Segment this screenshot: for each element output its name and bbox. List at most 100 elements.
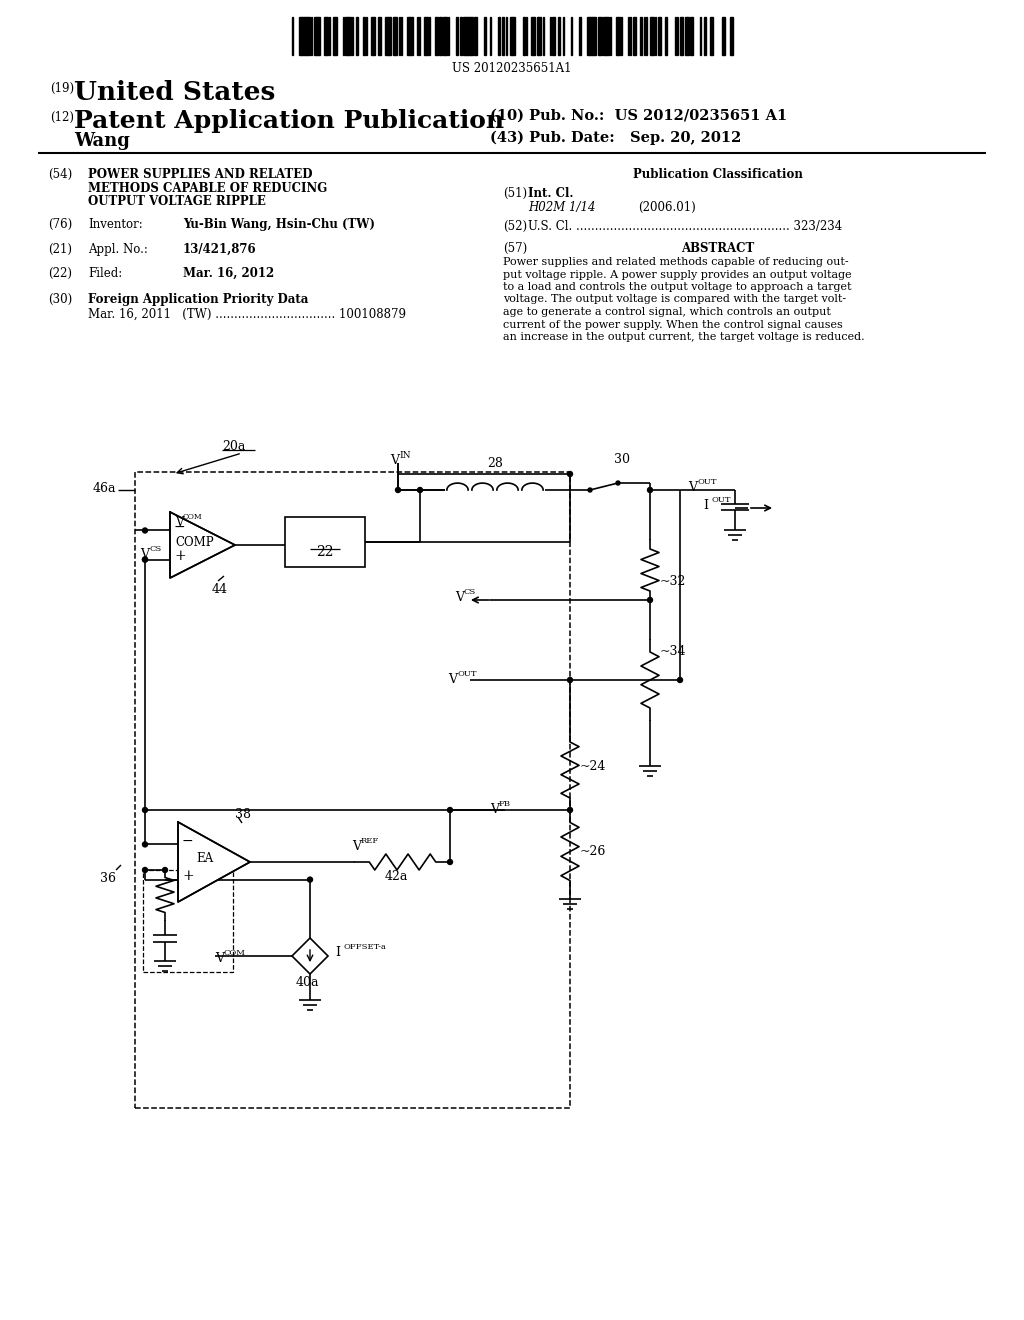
Bar bbox=[475, 17, 477, 55]
Text: age to generate a control signal, which controls an output: age to generate a control signal, which … bbox=[503, 308, 830, 317]
Text: (57): (57) bbox=[503, 242, 527, 255]
Bar bbox=[732, 17, 733, 55]
Bar bbox=[135, 473, 570, 1107]
Polygon shape bbox=[178, 822, 250, 902]
Text: Patent Application Publication: Patent Application Publication bbox=[74, 110, 504, 133]
Bar bbox=[317, 17, 321, 55]
Circle shape bbox=[447, 859, 453, 865]
Circle shape bbox=[142, 557, 147, 562]
Text: −: − bbox=[174, 520, 185, 533]
Bar bbox=[474, 17, 475, 55]
Polygon shape bbox=[292, 939, 328, 974]
Bar bbox=[371, 17, 373, 55]
Text: 38: 38 bbox=[234, 808, 251, 821]
Text: ~26: ~26 bbox=[580, 845, 606, 858]
Bar bbox=[525, 17, 527, 55]
Text: Mar. 16, 2012: Mar. 16, 2012 bbox=[183, 267, 274, 280]
Circle shape bbox=[567, 808, 572, 813]
Text: 42a: 42a bbox=[385, 870, 409, 883]
Text: POWER SUPPLIES AND RELATED: POWER SUPPLIES AND RELATED bbox=[88, 168, 312, 181]
Text: 30: 30 bbox=[614, 453, 630, 466]
Circle shape bbox=[588, 488, 592, 492]
Text: METHODS CAPABLE OF REDUCING: METHODS CAPABLE OF REDUCING bbox=[88, 181, 328, 194]
Bar bbox=[722, 17, 724, 55]
Bar bbox=[680, 17, 682, 55]
Bar bbox=[615, 17, 617, 55]
Text: put voltage ripple. A power supply provides an output voltage: put voltage ripple. A power supply provi… bbox=[503, 269, 852, 280]
Bar bbox=[427, 17, 428, 55]
Bar bbox=[407, 17, 410, 55]
Bar bbox=[345, 17, 346, 55]
Text: Sep. 20, 2012: Sep. 20, 2012 bbox=[630, 131, 741, 145]
Text: H02M 1/14: H02M 1/14 bbox=[528, 201, 596, 214]
Bar bbox=[599, 17, 602, 55]
Bar bbox=[410, 17, 413, 55]
Bar bbox=[335, 17, 337, 55]
Text: an increase in the output current, the target voltage is reduced.: an increase in the output current, the t… bbox=[503, 333, 864, 342]
Circle shape bbox=[678, 677, 683, 682]
Text: COMP: COMP bbox=[175, 536, 214, 549]
Bar bbox=[689, 17, 692, 55]
Bar bbox=[438, 17, 439, 55]
Circle shape bbox=[307, 876, 312, 882]
Bar bbox=[419, 17, 420, 55]
Text: V: V bbox=[175, 516, 183, 529]
Bar bbox=[563, 17, 564, 55]
Bar bbox=[447, 17, 449, 55]
Bar bbox=[604, 17, 606, 55]
Text: Filed:: Filed: bbox=[88, 267, 122, 280]
Bar bbox=[530, 17, 534, 55]
Bar bbox=[644, 17, 645, 55]
Bar bbox=[464, 17, 466, 55]
Bar bbox=[388, 17, 390, 55]
Text: Mar. 16, 2011   (TW) ................................ 100108879: Mar. 16, 2011 (TW) .....................… bbox=[88, 308, 406, 321]
Text: Inventor:: Inventor: bbox=[88, 218, 142, 231]
Text: to a load and controls the output voltage to approach a target: to a load and controls the output voltag… bbox=[503, 282, 852, 292]
Text: US 20120235651A1: US 20120235651A1 bbox=[453, 62, 571, 75]
Bar bbox=[390, 17, 391, 55]
Text: Publication Classification: Publication Classification bbox=[633, 168, 803, 181]
Text: 22: 22 bbox=[316, 545, 334, 558]
Text: (51): (51) bbox=[503, 187, 527, 201]
Bar bbox=[329, 17, 330, 55]
Bar bbox=[356, 17, 358, 55]
Bar bbox=[143, 870, 233, 972]
Bar bbox=[424, 17, 425, 55]
Text: 36: 36 bbox=[100, 873, 116, 884]
Circle shape bbox=[163, 867, 168, 873]
Text: V: V bbox=[449, 673, 457, 686]
Text: V: V bbox=[140, 548, 150, 561]
Text: OUT: OUT bbox=[697, 478, 717, 486]
Text: Foreign Application Priority Data: Foreign Application Priority Data bbox=[88, 293, 308, 306]
Bar bbox=[510, 17, 512, 55]
Bar bbox=[489, 17, 492, 55]
Bar bbox=[633, 17, 636, 55]
Text: COM: COM bbox=[183, 513, 203, 521]
Bar bbox=[675, 17, 677, 55]
Text: Yu-Bin Wang, Hsin-Chu (TW): Yu-Bin Wang, Hsin-Chu (TW) bbox=[183, 218, 375, 231]
Bar bbox=[617, 17, 621, 55]
Text: IN: IN bbox=[399, 451, 411, 459]
Bar bbox=[471, 17, 473, 55]
Text: COM: COM bbox=[224, 949, 246, 957]
Bar bbox=[534, 17, 536, 55]
Text: voltage. The output voltage is compared with the target volt-: voltage. The output voltage is compared … bbox=[503, 294, 846, 305]
Bar bbox=[362, 17, 366, 55]
Bar bbox=[607, 17, 609, 55]
Text: FB: FB bbox=[499, 800, 511, 808]
Bar bbox=[378, 17, 381, 55]
Bar bbox=[400, 17, 401, 55]
Bar bbox=[580, 17, 581, 55]
Bar bbox=[326, 17, 329, 55]
Bar bbox=[558, 17, 560, 55]
Bar bbox=[484, 17, 486, 55]
Bar bbox=[590, 17, 592, 55]
Bar bbox=[460, 17, 462, 55]
Circle shape bbox=[567, 471, 572, 477]
Bar bbox=[686, 17, 689, 55]
Text: (54): (54) bbox=[48, 168, 73, 181]
Bar bbox=[537, 17, 538, 55]
Bar bbox=[442, 17, 443, 55]
Text: 44: 44 bbox=[212, 583, 228, 597]
Text: (19): (19) bbox=[50, 82, 74, 95]
